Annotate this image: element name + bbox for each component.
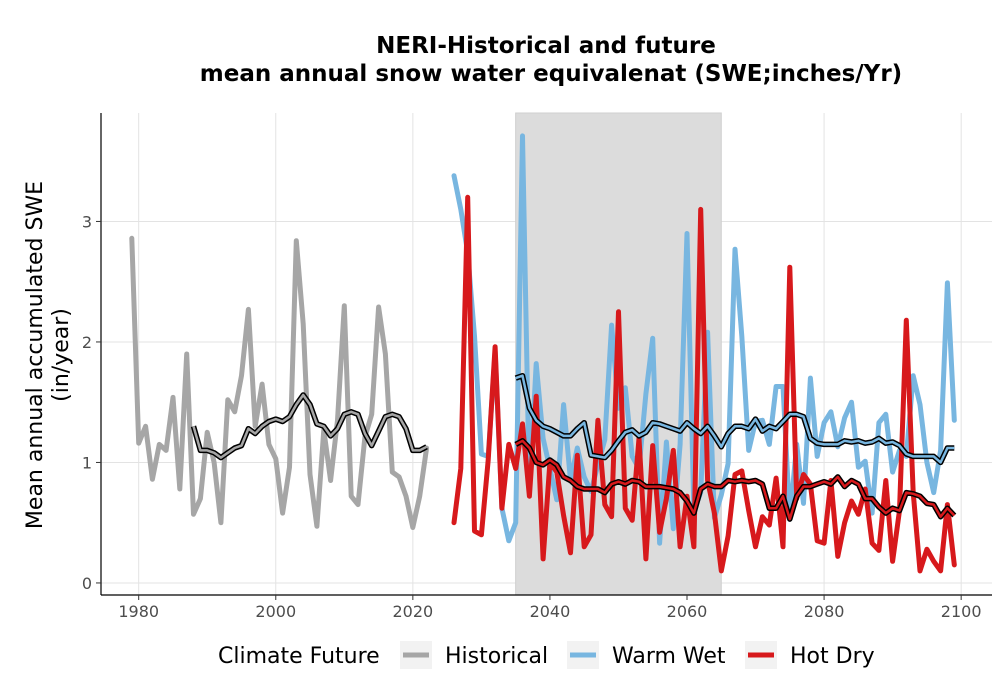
- y-axis-title-line-1: Mean annual accumulated SWE: [23, 181, 48, 529]
- y-tick-label: 1: [82, 453, 92, 472]
- x-tick-label: 2020: [392, 602, 433, 621]
- series-line-historical: [129, 235, 430, 530]
- smooth-line-warm-wet-10-yr-moving-average: [515, 374, 955, 464]
- axes: [100, 113, 992, 596]
- y-axis-ticks: 0 1 2 3: [82, 212, 101, 593]
- x-tick-label: 2100: [941, 602, 982, 621]
- x-tick-label: 1980: [118, 602, 159, 621]
- chart-title-line-2: mean annual snow water equivalenat (SWE;…: [200, 61, 902, 87]
- y-tick-label: 0: [82, 574, 92, 593]
- smooth-line-hot-dry-10-yr-moving-average: [515, 439, 956, 521]
- legend-label-warm-wet: Warm Wet: [612, 644, 726, 669]
- legend: Climate Future Historical Warm Wet Hot Dry: [218, 641, 875, 669]
- x-axis-ticks: 1980 2000 2020 2040 2060 2080 2100: [118, 595, 982, 621]
- series-lines: [129, 133, 957, 574]
- x-tick-label: 2060: [667, 602, 708, 621]
- y-tick-label: 2: [82, 333, 92, 352]
- legend-title: Climate Future: [218, 644, 380, 669]
- legend-label-historical: Historical: [445, 644, 548, 669]
- x-tick-label: 2040: [530, 602, 571, 621]
- smooth-line-historical-10-yr-moving-average: [192, 393, 428, 459]
- x-tick-label: 2080: [804, 602, 845, 621]
- chart-title-line-1: NERI-Historical and future: [376, 33, 716, 59]
- y-axis-title-line-2: (in/year): [49, 308, 74, 402]
- legend-label-hot-dry: Hot Dry: [790, 644, 875, 669]
- x-tick-label: 2000: [255, 602, 296, 621]
- y-tick-label: 3: [82, 212, 92, 231]
- y-axis-title: Mean annual accumulated SWE (in/year): [23, 181, 74, 529]
